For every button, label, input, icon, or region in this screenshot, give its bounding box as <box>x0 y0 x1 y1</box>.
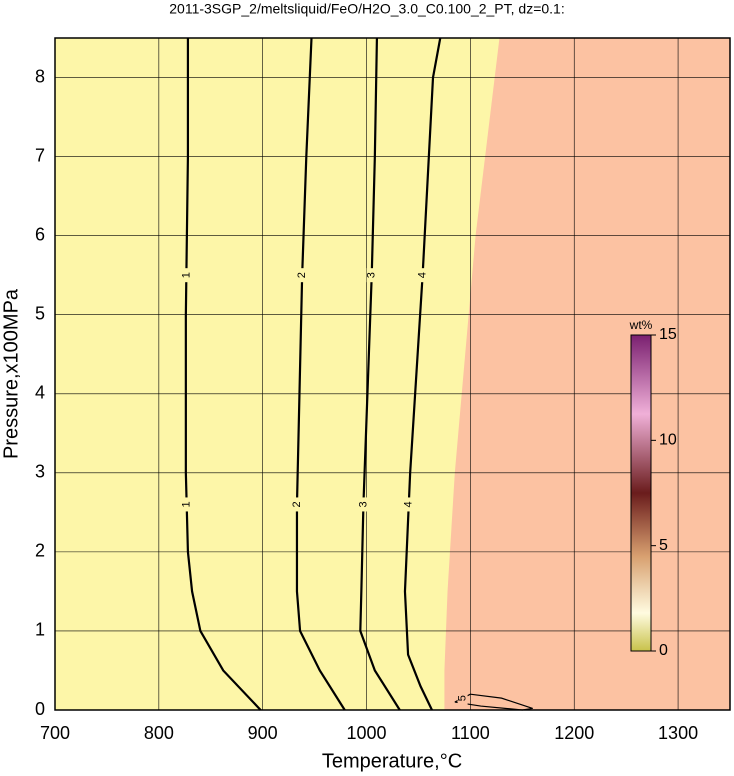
y-tick-label: 5 <box>35 303 45 323</box>
contour-label-bg <box>403 497 414 512</box>
contour-line <box>295 37 346 711</box>
contour-label: 4 <box>403 501 415 507</box>
contour-label-bg <box>181 268 192 283</box>
x-tick-label: 1000 <box>347 723 387 743</box>
contour-label-bg <box>358 497 369 512</box>
contour-line <box>184 38 262 711</box>
contour-label-bg <box>291 497 302 512</box>
x-tick-label: 1300 <box>658 723 698 743</box>
colorbar-tick-label: 10 <box>659 432 677 449</box>
saturated-region <box>444 38 730 710</box>
contour-label: 3 <box>366 272 378 278</box>
colorbar-tick-label: 15 <box>659 326 677 343</box>
contour-label: 2 <box>296 272 308 278</box>
y-tick-label: 2 <box>35 541 45 561</box>
y-tick-label: 6 <box>35 224 45 244</box>
y-tick-label: 3 <box>35 462 45 482</box>
contour-label-bg <box>366 268 377 283</box>
x-tick-label: 1200 <box>554 723 594 743</box>
x-tick-label: 700 <box>40 723 70 743</box>
contour-label: 1 <box>181 501 193 507</box>
contour-line <box>403 37 442 711</box>
y-tick-label: 0 <box>35 699 45 719</box>
contour-label: 3 <box>357 501 369 507</box>
y-tick-label: 8 <box>35 66 45 86</box>
contour-line <box>454 693 533 711</box>
contour-label: 2 <box>291 501 303 507</box>
contour-label-bg <box>297 268 308 283</box>
x-tick-label: 1100 <box>451 723 490 743</box>
x-axis-label: Temperature,°C <box>322 750 462 772</box>
y-tick-label: 1 <box>35 620 45 640</box>
contour-label: 4 <box>417 272 429 278</box>
colorbar <box>630 334 652 652</box>
y-axis-label: Pressure,x100MPa <box>0 288 22 459</box>
contour-label-bg <box>417 268 428 283</box>
colorbar-label: wt% <box>629 318 653 332</box>
contour-line <box>359 37 401 711</box>
plot-frame <box>54 37 731 711</box>
x-tick-label: 900 <box>248 723 278 743</box>
colorbar-tick-label: 5 <box>659 537 668 554</box>
contour-label-bg <box>181 497 192 512</box>
contour-label-bg <box>457 691 468 706</box>
contour-label: 1 <box>180 272 192 278</box>
contour-label: 5 <box>457 695 469 701</box>
x-tick-label: 800 <box>144 723 174 743</box>
chart-title: 2011-3SGP_2/meltsliquid/FeO/H2O_3.0_C0.1… <box>169 1 564 17</box>
y-tick-label: 4 <box>35 383 45 403</box>
y-tick-label: 7 <box>35 145 45 165</box>
colorbar-tick-label: 0 <box>659 642 668 659</box>
